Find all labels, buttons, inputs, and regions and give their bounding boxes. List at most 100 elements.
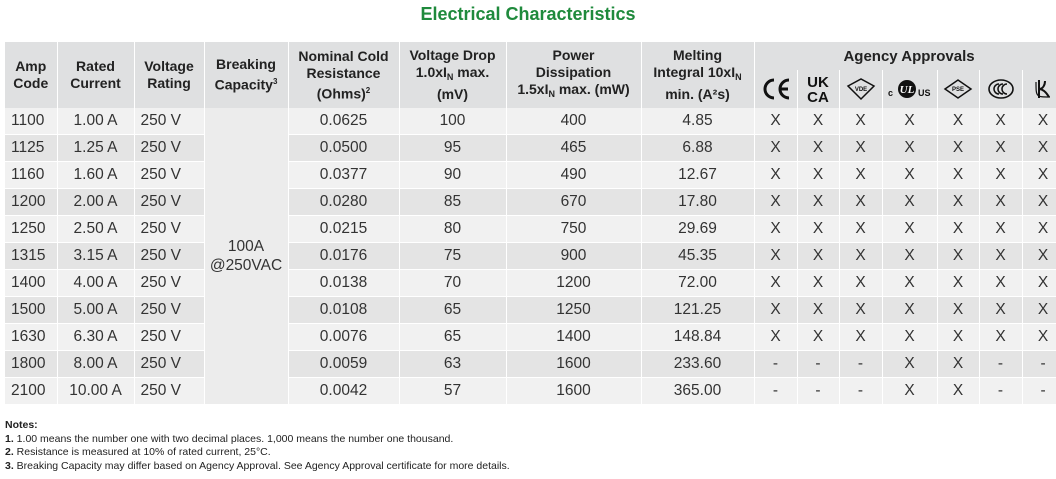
table-row: 2100 10.00 A 250 V 0.0042 57 1600 365.00- - - X X -… [5, 377, 1056, 405]
rated-current-cell: 10.00 A [57, 377, 135, 405]
svg-text:c: c [888, 88, 893, 98]
voltage-drop-cell: 90 [399, 161, 507, 189]
melting-integral-cell: 121.25 [641, 296, 755, 324]
approval-cell: X [797, 296, 840, 324]
header-agency-approvals: Agency Approvals [754, 42, 1056, 70]
rated-current-cell: 6.30 A [57, 323, 135, 351]
approval-cell: X [1022, 215, 1056, 243]
approval-cell: X [754, 269, 798, 297]
approval-cell: X [882, 188, 938, 216]
approval-cell: X [797, 269, 840, 297]
amp-code-cell: 1250 [5, 215, 58, 243]
melting-integral-cell: 148.84 [641, 323, 755, 351]
melting-integral-cell: 17.80 [641, 188, 755, 216]
approval-cell: X [797, 242, 840, 270]
voltage-rating-cell: 250 V [134, 350, 205, 378]
resistance-cell: 0.0076 [288, 323, 400, 351]
resistance-cell: 0.0625 [288, 108, 400, 135]
resistance-cell: 0.0059 [288, 350, 400, 378]
melting-integral-cell: 12.67 [641, 161, 755, 189]
approval-cell: X [797, 161, 840, 189]
amp-code-cell: 1630 [5, 323, 58, 351]
approval-cell: X [839, 323, 883, 351]
approval-cell: - [839, 377, 883, 405]
approval-cell: - [839, 350, 883, 378]
power-dissipation-cell: 400 [506, 108, 642, 135]
header-rated-current: Rated Current [57, 42, 135, 108]
approval-cell: X [937, 296, 980, 324]
voltage-rating-cell: 250 V [134, 161, 205, 189]
approval-cell: X [882, 161, 938, 189]
header-breaking-capacity: Breaking Capacity3 [204, 42, 289, 108]
approval-cell: X [1022, 161, 1056, 189]
voltage-drop-cell: 63 [399, 350, 507, 378]
approval-cell: X [937, 242, 980, 270]
resistance-cell: 0.0108 [288, 296, 400, 324]
amp-code-cell: 1100 [5, 108, 58, 135]
approval-cell: X [882, 134, 938, 162]
approval-cell: X [979, 215, 1023, 243]
approval-cell: X [979, 134, 1023, 162]
approval-cell: X [979, 323, 1023, 351]
melting-integral-cell: 365.00 [641, 377, 755, 405]
rated-current-cell: 2.00 A [57, 188, 135, 216]
resistance-cell: 0.0280 [288, 188, 400, 216]
approval-cell: X [979, 269, 1023, 297]
approval-cell: X [754, 108, 798, 135]
approval-cell: X [937, 215, 980, 243]
voltage-drop-cell: 70 [399, 269, 507, 297]
amp-code-cell: 1160 [5, 161, 58, 189]
header-power-dissipation: Power Dissipation 1.5xIN max. (mW) [506, 42, 642, 108]
voltage-drop-cell: 57 [399, 377, 507, 405]
approval-cell: X [882, 215, 938, 243]
approval-cell: X [839, 215, 883, 243]
table-row: 1800 8.00 A 250 V 0.0059 63 1600 233.60- - - X X - - [5, 350, 1056, 378]
note-3: 3. Breaking Capacity may differ based on… [5, 459, 510, 472]
approval-cell: X [839, 242, 883, 270]
pse-text: PSE [952, 87, 964, 93]
header-voltage-rating: Voltage Rating [134, 42, 205, 108]
approval-cell: X [882, 323, 938, 351]
rated-current-cell: 8.00 A [57, 350, 135, 378]
approval-cell: - [797, 377, 840, 405]
header-resistance: Nominal Cold Resistance (Ohms)2 [288, 42, 400, 108]
power-dissipation-cell: 1400 [506, 323, 642, 351]
approval-cell: X [937, 350, 980, 378]
table-row: 1250 2.50 A 250 V 0.0215 80 750 29.69 X X X X X X X [5, 215, 1056, 243]
approval-cell: X [754, 188, 798, 216]
rated-current-cell: 1.25 A [57, 134, 135, 162]
breaking-capacity-cell: 100A @250VAC [204, 108, 289, 405]
approval-cell: X [1022, 188, 1056, 216]
approval-cell: X [937, 269, 980, 297]
approval-cell: - [797, 350, 840, 378]
approval-cell: X [882, 269, 938, 297]
cul-us-mark-icon: c UL US [888, 80, 930, 98]
power-dissipation-cell: 1250 [506, 296, 642, 324]
melting-integral-cell: 6.88 [641, 134, 755, 162]
vde-text: VDE [854, 87, 866, 93]
approval-cell: X [1022, 269, 1056, 297]
amp-code-cell: 1800 [5, 350, 58, 378]
approval-cell: - [754, 377, 798, 405]
rated-current-cell: 1.00 A [57, 108, 135, 135]
approval-cell: X [839, 161, 883, 189]
approval-cell: X [797, 215, 840, 243]
approval-cell: - [979, 350, 1023, 378]
approval-cell: X [1022, 108, 1056, 135]
approval-cell: X [797, 188, 840, 216]
approval-cell: X [797, 323, 840, 351]
rated-current-cell: 4.00 A [57, 269, 135, 297]
rated-current-cell: 3.15 A [57, 242, 135, 270]
approval-cell: X [1022, 134, 1056, 162]
voltage-drop-cell: 65 [399, 323, 507, 351]
power-dissipation-cell: 1600 [506, 350, 642, 378]
approval-cell: X [979, 161, 1023, 189]
header-melting-integral: Melting Integral 10xIN min. (A²s) [641, 42, 755, 108]
approval-cell: X [754, 161, 798, 189]
resistance-cell: 0.0042 [288, 377, 400, 405]
pse-mark-icon: PSE [943, 79, 973, 99]
approval-cell: X [1022, 242, 1056, 270]
table-row: 1400 4.00 A 250 V 0.0138 70 1200 72.00 X X X X X X X [5, 269, 1056, 297]
approval-cell: X [839, 296, 883, 324]
rated-current-cell: 2.50 A [57, 215, 135, 243]
